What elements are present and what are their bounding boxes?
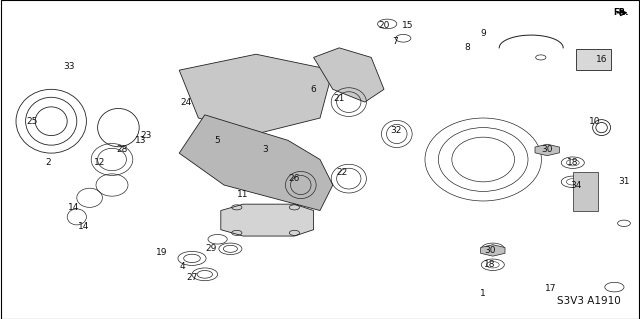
Text: 13: 13 <box>135 136 147 145</box>
Text: 18: 18 <box>484 260 495 269</box>
Text: 3: 3 <box>263 145 268 154</box>
Text: 17: 17 <box>545 284 556 293</box>
Text: 31: 31 <box>618 177 630 186</box>
Text: 20: 20 <box>378 21 390 30</box>
Text: 6: 6 <box>311 85 316 94</box>
Polygon shape <box>179 54 333 134</box>
Text: 26: 26 <box>289 174 300 183</box>
Text: 14: 14 <box>77 222 89 231</box>
Polygon shape <box>535 144 559 156</box>
Text: 21: 21 <box>333 94 345 103</box>
Text: 22: 22 <box>337 168 348 177</box>
Text: 12: 12 <box>93 158 105 167</box>
Text: 7: 7 <box>393 37 398 46</box>
Text: 25: 25 <box>26 117 38 126</box>
Text: 16: 16 <box>596 55 607 63</box>
Text: 1: 1 <box>481 289 486 298</box>
Text: 15: 15 <box>402 21 413 30</box>
Text: 34: 34 <box>570 181 582 189</box>
Text: 5: 5 <box>215 136 220 145</box>
Text: 18: 18 <box>567 158 579 167</box>
Bar <box>573 172 598 211</box>
Text: 29: 29 <box>205 244 217 253</box>
Text: 2: 2 <box>45 158 51 167</box>
Polygon shape <box>221 204 314 236</box>
Text: 11: 11 <box>237 190 249 199</box>
Text: 4: 4 <box>180 262 185 271</box>
Polygon shape <box>179 115 333 211</box>
Polygon shape <box>32 80 141 163</box>
Polygon shape <box>481 245 505 256</box>
Text: S3V3 A1910: S3V3 A1910 <box>557 296 621 307</box>
Text: 9: 9 <box>481 29 486 38</box>
Text: 14: 14 <box>68 203 79 212</box>
Text: 30: 30 <box>484 246 495 255</box>
Bar <box>576 49 611 70</box>
Text: 30: 30 <box>541 145 553 154</box>
Polygon shape <box>314 48 384 102</box>
Text: FR.: FR. <box>613 8 628 17</box>
Text: 32: 32 <box>390 126 401 135</box>
Text: 10: 10 <box>589 117 601 126</box>
Text: 23: 23 <box>140 131 152 140</box>
Text: 8: 8 <box>465 43 470 52</box>
Text: 33: 33 <box>63 63 75 71</box>
Polygon shape <box>358 70 595 262</box>
Text: 24: 24 <box>180 98 191 107</box>
Text: 28: 28 <box>116 145 127 154</box>
Text: 27: 27 <box>186 273 198 282</box>
Text: 19: 19 <box>156 248 168 256</box>
